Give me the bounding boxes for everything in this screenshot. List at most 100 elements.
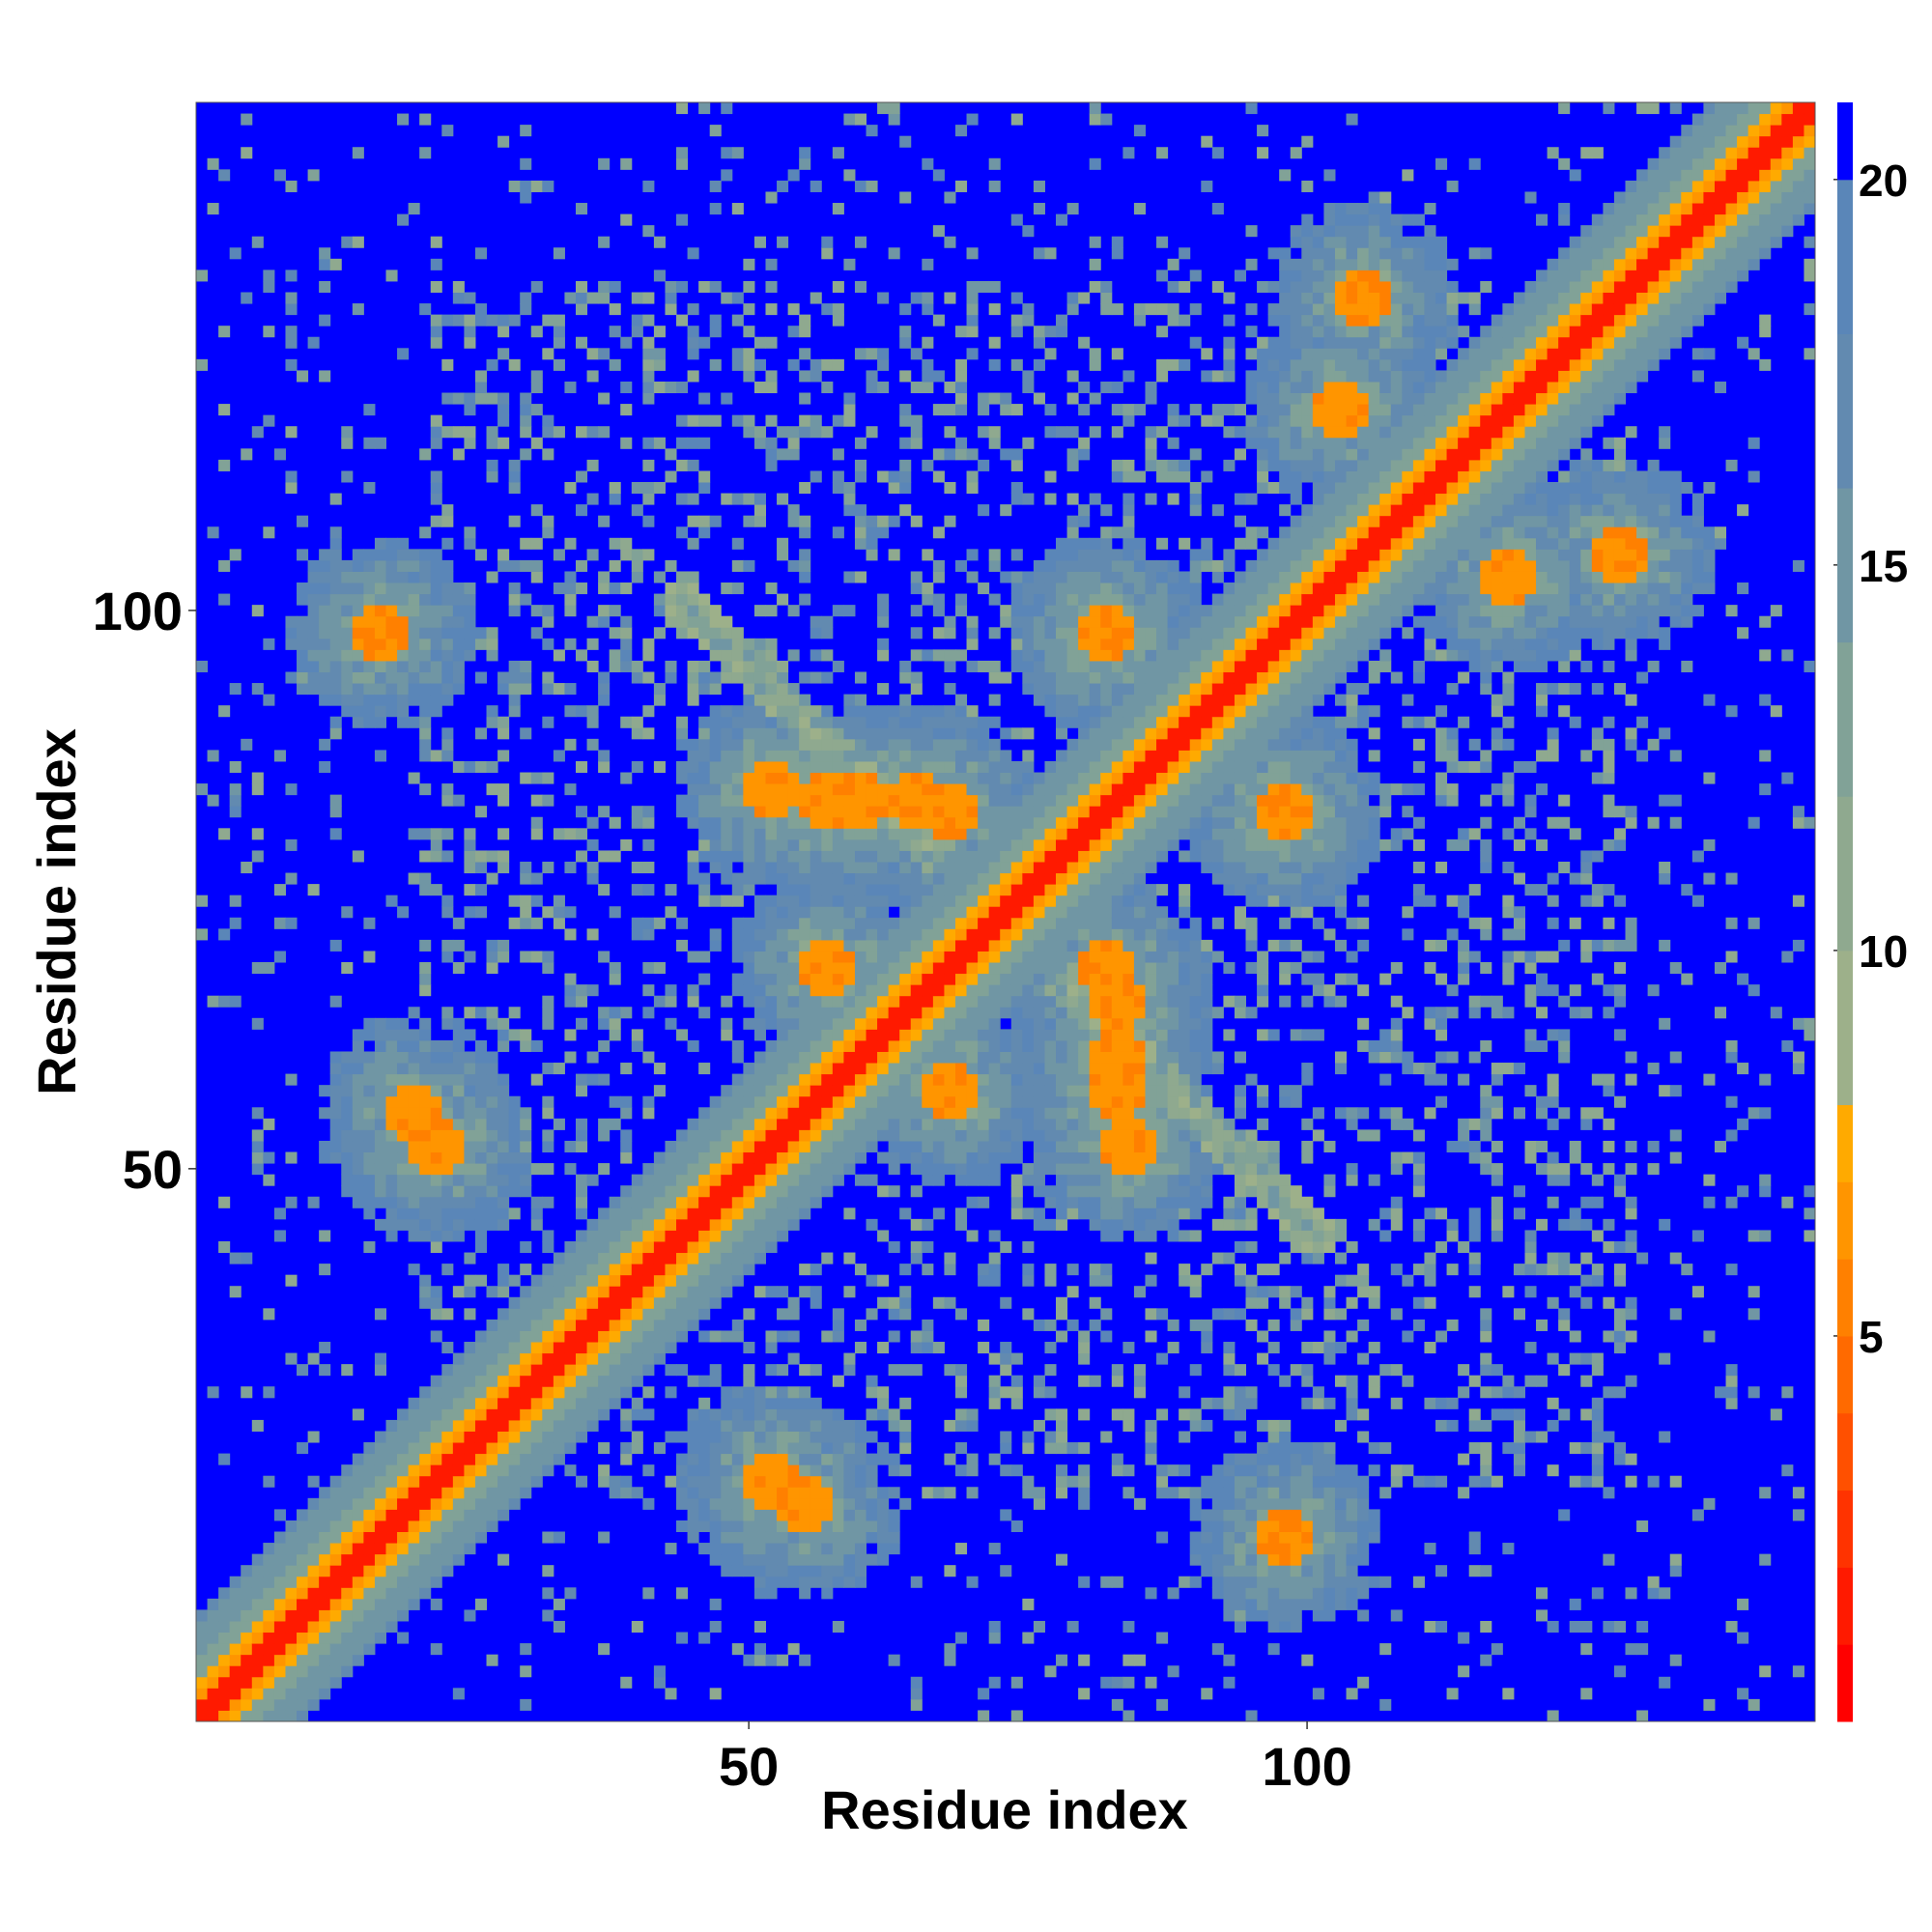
heatmap-cell [765, 1129, 778, 1142]
heatmap-cell [966, 638, 979, 650]
heatmap-cell [1033, 1017, 1045, 1030]
heatmap-cell [821, 850, 834, 863]
heatmap-cell [464, 1364, 476, 1377]
heatmap-cell [743, 995, 755, 1008]
heatmap-cell [352, 694, 364, 706]
heatmap-cell [765, 783, 778, 796]
heatmap-cell [765, 973, 778, 985]
heatmap-cell [687, 414, 699, 427]
heatmap-cell [1089, 1208, 1101, 1220]
heatmap-cell [508, 1330, 521, 1343]
heatmap-cell [753, 1196, 766, 1208]
heatmap-cell [297, 1509, 309, 1521]
heatmap-cell [441, 694, 454, 706]
heatmap-cell [419, 1017, 432, 1030]
heatmap-cell [1100, 828, 1113, 840]
heatmap-cell [285, 1665, 298, 1678]
heatmap-cell [709, 1264, 722, 1276]
heatmap-cell [452, 1095, 465, 1108]
heatmap-cell [319, 660, 331, 672]
heatmap-cell [620, 1230, 633, 1242]
heatmap-cell [910, 649, 923, 662]
heatmap-cell [687, 1039, 699, 1052]
heatmap-cell [564, 705, 577, 718]
heatmap-cell [464, 1274, 476, 1287]
heatmap-cell [363, 1174, 376, 1186]
heatmap-cell [854, 727, 867, 740]
heatmap-cell [452, 1129, 465, 1142]
heatmap-cell [530, 605, 543, 617]
heatmap-cell [721, 738, 733, 751]
heatmap-cell [263, 1654, 275, 1666]
heatmap-cell [642, 984, 655, 997]
heatmap-cell [988, 660, 1001, 672]
heatmap-cell [474, 1397, 488, 1409]
heatmap-cell [329, 1118, 342, 1130]
heatmap-cell [1056, 671, 1068, 684]
heatmap-cell [1066, 1063, 1079, 1075]
heatmap-cell [620, 1129, 633, 1142]
heatmap-cell [843, 1252, 856, 1264]
heatmap-cell [866, 962, 878, 975]
heatmap-cell [341, 671, 354, 684]
heatmap-cell [944, 917, 956, 929]
heatmap-cell [888, 1107, 900, 1120]
heatmap-cell [1078, 1442, 1091, 1455]
heatmap-cell [899, 1397, 912, 1409]
heatmap-cell [486, 1453, 498, 1465]
heatmap-cell [474, 727, 488, 740]
heatmap-cell [430, 1475, 442, 1488]
heatmap-cell [464, 537, 476, 550]
heatmap-cell [1066, 705, 1079, 718]
heatmap-cell [1033, 1185, 1045, 1198]
heatmap-cell [1044, 1051, 1057, 1064]
heatmap-cell [922, 928, 934, 941]
heatmap-cell [731, 1073, 744, 1086]
heatmap-cell [542, 794, 554, 807]
heatmap-cell [1000, 1352, 1012, 1365]
heatmap-cell [575, 1386, 588, 1399]
heatmap-cell [910, 348, 923, 360]
heatmap-cell [464, 1342, 476, 1354]
heatmap-cell [932, 1051, 945, 1064]
heatmap-cell [854, 1029, 867, 1041]
heatmap-cell [1111, 917, 1123, 929]
heatmap-cell [419, 1051, 432, 1064]
heatmap-cell [843, 481, 856, 495]
heatmap-cell [1022, 225, 1035, 238]
heatmap-cell [765, 928, 778, 941]
heatmap-cell [731, 1252, 744, 1264]
heatmap-cell [1033, 660, 1045, 672]
heatmap-cell [866, 939, 878, 952]
heatmap-cell [474, 671, 488, 684]
heatmap-cell [1066, 593, 1079, 606]
heatmap-cell [598, 1017, 611, 1030]
heatmap-cell [687, 995, 699, 1008]
heatmap-cell [932, 1063, 945, 1075]
heatmap-cell [698, 1063, 711, 1075]
heatmap-cell [787, 917, 800, 929]
heatmap-cell [297, 615, 309, 628]
heatmap-cell [497, 314, 510, 327]
heatmap-cell [575, 1330, 588, 1343]
heatmap-cell [687, 1453, 699, 1465]
heatmap-cell [888, 850, 900, 863]
heatmap-cell [497, 1085, 510, 1097]
heatmap-cell [821, 816, 834, 829]
heatmap-cell [620, 1140, 633, 1153]
heatmap-cell [1000, 392, 1012, 405]
heatmap-cell [753, 760, 766, 774]
heatmap-cell [631, 1442, 643, 1455]
heatmap-cell [1078, 1375, 1091, 1387]
heatmap-cell [966, 1129, 979, 1142]
heatmap-cell [988, 895, 1001, 907]
heatmap-cell [1089, 895, 1101, 907]
heatmap-cell [430, 1196, 442, 1208]
heatmap-cell [1078, 838, 1091, 851]
heatmap-cell [966, 1230, 979, 1242]
heatmap-cell [899, 1129, 912, 1142]
heatmap-cell [1111, 850, 1123, 863]
heatmap-cell [854, 705, 867, 718]
heatmap-cell [397, 1095, 410, 1108]
heatmap-cell [821, 1453, 834, 1465]
